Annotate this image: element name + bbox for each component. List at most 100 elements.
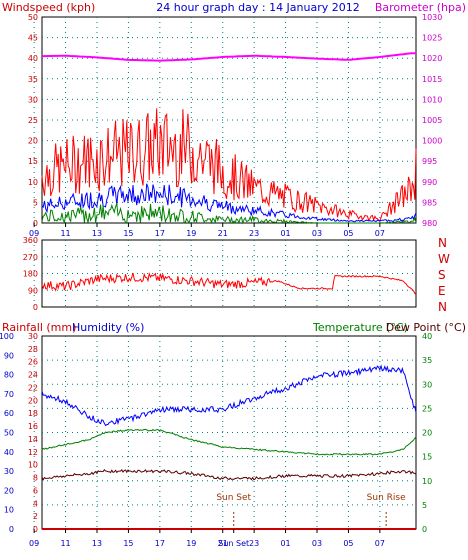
wind-tick-label: 10 xyxy=(28,178,38,187)
humidity-tick-label: 80 xyxy=(4,371,14,380)
direction-tick-label: 360 xyxy=(23,236,38,245)
barometer-tick-label: 1015 xyxy=(422,75,442,84)
compass-label: S xyxy=(438,268,446,282)
wind-tick-label: 35 xyxy=(28,75,38,84)
rain-tick-label: 26 xyxy=(28,358,38,367)
barometer-tick-label: 1005 xyxy=(422,116,442,125)
humidity-axis-label: Humidity (%) xyxy=(72,321,144,334)
x-tick-label: Sun Set xyxy=(218,539,249,548)
direction-degree-ticks: 0 90 180 270 360 xyxy=(23,236,38,312)
wind-tick-label: 15 xyxy=(28,157,38,166)
compass-label: N xyxy=(438,236,447,250)
x-tick-label: 11 xyxy=(60,229,70,238)
x-tick-label: 23 xyxy=(249,539,259,548)
dewpoint-axis-label: Dew Point (°C) xyxy=(386,321,466,334)
x-tick-label: 01 xyxy=(280,539,290,548)
graph-title: 24 hour graph day : 14 January 2012 xyxy=(156,1,360,14)
temperature-tick-label: 25 xyxy=(422,404,432,413)
sun-marker-label: Sun Set xyxy=(216,493,251,503)
rain-tick-label: 10 xyxy=(28,461,38,470)
barometer-line xyxy=(42,52,416,62)
barometer-tick-label: 985 xyxy=(422,198,437,207)
temperature-axis-label: Temperature (°C) xyxy=(312,321,408,334)
x-tick-label: 13 xyxy=(92,229,102,238)
temperature-tick-label: 10 xyxy=(422,477,432,486)
humidity-tick-label: 20 xyxy=(4,486,14,495)
rain-tick-label: 28 xyxy=(28,345,38,354)
x-tick-label: 05 xyxy=(343,229,353,238)
temperature-tick-label: 5 xyxy=(422,501,427,510)
direction-tick-label: 0 xyxy=(33,303,38,312)
rain-tick-label: 0 xyxy=(33,525,38,534)
wind-gust-line xyxy=(41,108,417,222)
humidity-tick-label: 50 xyxy=(4,429,14,438)
barometer-ticks: 980 985 990 995 1000 1005 1010 1015 1020 1025 1030 xyxy=(422,13,442,228)
humidity-tick-label: 10 xyxy=(4,506,14,515)
humidity-tick-label: 100 xyxy=(0,332,14,341)
wind-hour-ticks: 11 13 15 17 19 21 23 01 03 05 07 09 xyxy=(29,223,385,238)
temperature-tick-label: 30 xyxy=(422,380,432,389)
humidity-ticks: 0 10 20 30 40 50 60 70 80 90 100 xyxy=(0,332,14,534)
x-tick-label: 21 xyxy=(218,539,228,548)
barometer-tick-label: 980 xyxy=(422,219,437,228)
wind-tick-label: 25 xyxy=(28,116,38,125)
x-tick-label: 17 xyxy=(155,539,165,548)
rain-tick-label: 22 xyxy=(28,383,38,392)
rainfall-axis-label: Rainfall (mm) xyxy=(2,321,76,334)
humidity-tick-label: 40 xyxy=(4,448,14,457)
x-tick-label: 19 xyxy=(186,229,196,238)
humidity-tick-label: 70 xyxy=(4,390,14,399)
x-tick-label: 05 xyxy=(343,539,353,548)
temperature-tick-label: 0 xyxy=(422,525,427,534)
compass-label: E xyxy=(438,284,446,298)
compass-label: N xyxy=(438,300,447,314)
barometer-tick-label: 1020 xyxy=(422,54,442,63)
direction-tick-label: 270 xyxy=(23,253,38,262)
temperature-tick-label: 40 xyxy=(422,332,432,341)
wind-direction-line xyxy=(41,272,417,296)
humidity-tick-label: 0 xyxy=(9,525,14,534)
barometer-tick-label: 990 xyxy=(422,178,437,187)
temperature-tick-label: 35 xyxy=(422,356,432,365)
sun-annotations: Sun Set Sun Rise xyxy=(216,493,406,529)
wind-plot-area xyxy=(41,16,417,224)
wind-tick-label: 0 xyxy=(33,219,38,228)
rain-tick-label: 16 xyxy=(28,422,38,431)
direction-tick-label: 180 xyxy=(23,270,38,279)
rain-tick-label: 4 xyxy=(33,499,38,508)
barometer-axis-label: Barometer (hpa) xyxy=(375,1,466,14)
rain-tick-label: 14 xyxy=(28,435,38,444)
wind-tick-label: 20 xyxy=(28,137,38,146)
x-tick-label: 15 xyxy=(123,539,133,548)
x-tick-label: 13 xyxy=(92,539,102,548)
rain-tick-label: 2 xyxy=(33,512,38,521)
wind-low-line xyxy=(41,201,417,225)
wind-tick-label: 45 xyxy=(28,34,38,43)
barometer-tick-label: 1010 xyxy=(422,95,442,104)
wind-series xyxy=(41,52,417,225)
temperature-tick-label: 20 xyxy=(422,429,432,438)
barometer-tick-label: 1030 xyxy=(422,13,442,22)
wind-speed-ticks: 0 5 10 15 20 25 30 35 40 45 50 xyxy=(28,13,38,228)
wind-axis-label: Windspeed (kph) xyxy=(2,1,95,14)
x-tick-label: 07 xyxy=(375,539,385,548)
x-tick-label: 23 xyxy=(249,229,259,238)
wind-tick-label: 50 xyxy=(28,13,38,22)
humidity-tick-label: 30 xyxy=(4,467,14,476)
direction-tick-label: 90 xyxy=(28,286,38,295)
temperature-line xyxy=(41,428,417,456)
x-tick-label: 11 xyxy=(60,539,70,548)
humidity-tick-label: 90 xyxy=(4,351,14,360)
direction-plot-area xyxy=(41,239,417,308)
x-tick-label: 01 xyxy=(280,229,290,238)
wind-tick-label: 30 xyxy=(28,95,38,104)
direction-grid xyxy=(33,240,416,307)
x-tick-label: 17 xyxy=(155,229,165,238)
rain-tick-label: 12 xyxy=(28,448,38,457)
sun-marker-label: Sun Rise xyxy=(367,493,406,503)
